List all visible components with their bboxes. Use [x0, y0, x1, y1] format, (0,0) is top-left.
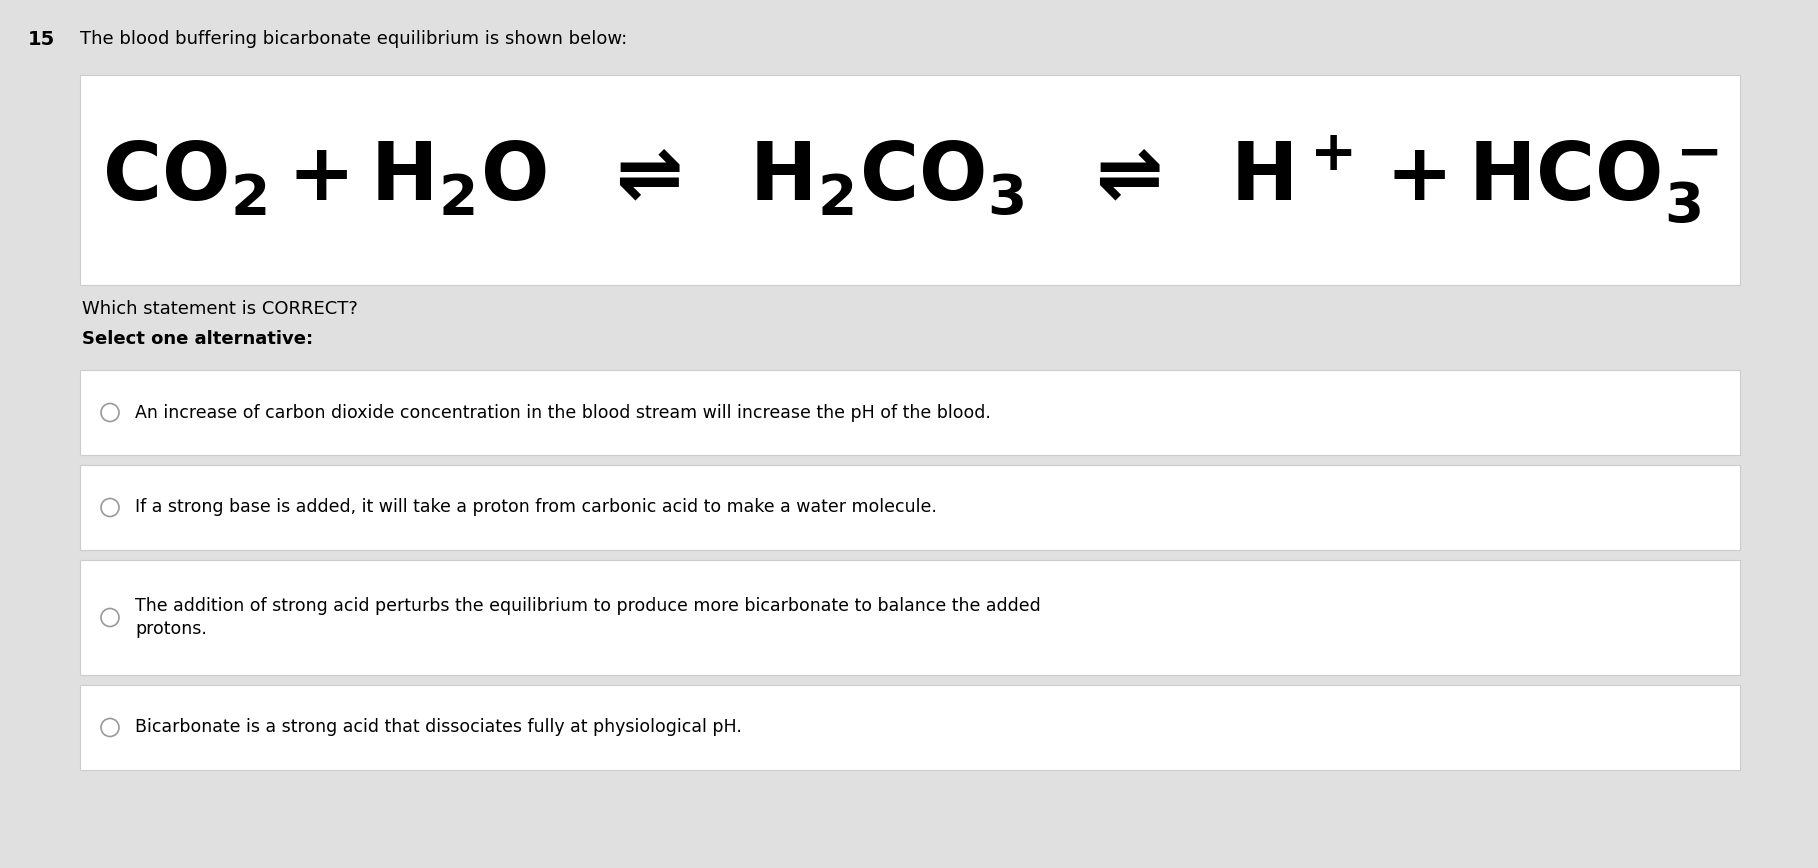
Circle shape: [102, 498, 118, 516]
Bar: [80, 560, 1740, 675]
Bar: [80, 465, 1740, 550]
Circle shape: [102, 608, 118, 627]
Circle shape: [102, 719, 118, 737]
Text: Bicarbonate is a strong acid that dissociates fully at physiological pH.: Bicarbonate is a strong acid that dissoc…: [135, 719, 742, 737]
Bar: [80, 370, 1740, 455]
Text: An increase of carbon dioxide concentration in the blood stream will increase th: An increase of carbon dioxide concentrat…: [135, 404, 991, 422]
Text: If a strong base is added, it will take a proton from carbonic acid to make a wa: If a strong base is added, it will take …: [135, 498, 936, 516]
Text: 15: 15: [27, 30, 55, 49]
Bar: [80, 685, 1740, 770]
Bar: [80, 75, 1740, 285]
Text: The addition of strong acid perturbs the equilibrium to produce more bicarbonate: The addition of strong acid perturbs the…: [135, 596, 1040, 638]
Text: The blood buffering bicarbonate equilibrium is shown below:: The blood buffering bicarbonate equilibr…: [80, 30, 627, 48]
Text: Select one alternative:: Select one alternative:: [82, 330, 313, 348]
Text: Which statement is CORRECT?: Which statement is CORRECT?: [82, 300, 358, 318]
Text: $\mathbf{CO_2 + H_2O}$  $\mathbf{\rightleftharpoons}$  $\mathbf{H_2CO_3}$  $\mat: $\mathbf{CO_2 + H_2O}$ $\mathbf{\rightle…: [102, 134, 1718, 227]
Circle shape: [102, 404, 118, 422]
